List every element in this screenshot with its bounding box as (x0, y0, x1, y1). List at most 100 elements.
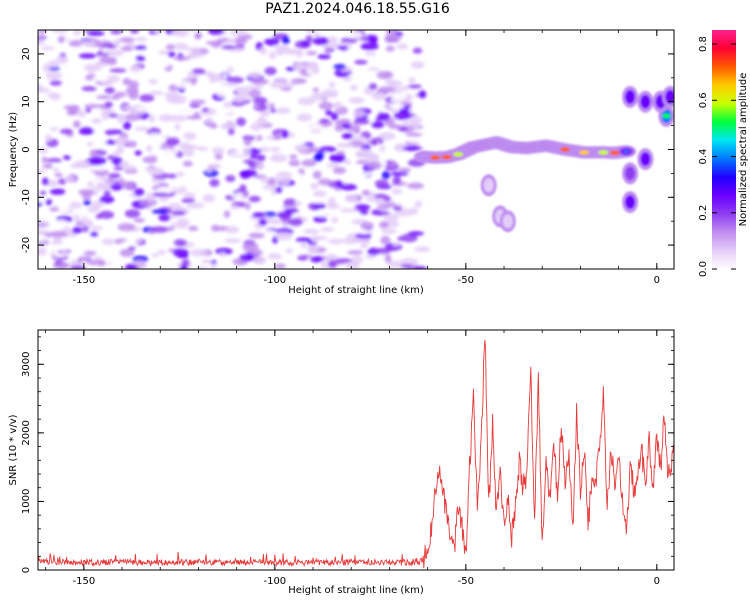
noise-blob (359, 244, 369, 249)
noise-blob (256, 162, 265, 171)
noise-blob (234, 211, 242, 218)
noise-blob (158, 50, 172, 55)
noise-blob (262, 184, 277, 190)
noise-blob (350, 84, 358, 91)
noise-blob (89, 231, 99, 238)
noise-blob (268, 51, 277, 60)
noise-blob (259, 177, 270, 183)
noise-blob (190, 249, 208, 257)
noise-blob (351, 135, 367, 141)
noise-blob (173, 239, 187, 247)
noise-blob (392, 206, 403, 211)
noise-blob (100, 55, 109, 64)
noise-blob (183, 175, 198, 184)
noise-blob (197, 219, 206, 229)
noise-blob (275, 107, 291, 114)
noise-blob (289, 154, 298, 159)
noise-blob (379, 145, 386, 152)
noise-blob (135, 36, 147, 42)
y-tick-label: 2000 (21, 420, 32, 445)
noise-blob (173, 56, 192, 61)
noise-blob (393, 197, 410, 206)
noise-blob (161, 153, 177, 162)
noise-blob (136, 247, 145, 252)
noise-blob (318, 101, 334, 110)
noise-blob (103, 139, 116, 146)
noise-blob (276, 48, 284, 56)
noise-blob (275, 263, 286, 269)
noise-blob (45, 117, 63, 123)
noise-blob (339, 208, 358, 213)
noise-blob (49, 127, 59, 132)
noise-blob (246, 84, 264, 90)
noise-blob (165, 44, 175, 51)
colorbar-label: Normalized spectral amplitude (738, 73, 749, 227)
ridge-peak (560, 147, 571, 152)
noise-blob (117, 223, 136, 232)
y-tick-label: 0 (21, 146, 32, 152)
noise-blob (232, 95, 246, 103)
noise-blob (134, 45, 147, 51)
noise-blob (300, 41, 310, 47)
noise-blob (307, 123, 323, 131)
noise-blob (56, 55, 69, 64)
noise-blob (239, 184, 247, 192)
x-tick-label: 0 (654, 576, 660, 587)
noise-blob (171, 210, 186, 216)
noise-blob (220, 122, 238, 130)
spot-core (625, 89, 636, 104)
noise-blob (42, 63, 51, 73)
noise-blob (249, 123, 263, 131)
noise-blob (91, 118, 102, 124)
noise-blob (51, 30, 69, 34)
noise-blob (157, 79, 171, 89)
noise-blob (341, 123, 351, 129)
noise-blob (407, 182, 424, 190)
noise-blob (90, 164, 108, 171)
colorbar-tick-label: 0.2 (698, 205, 709, 221)
noise-blob (354, 59, 368, 65)
noise-blob (307, 244, 320, 254)
noise-blob (148, 78, 159, 85)
ridge-peak (579, 150, 590, 155)
noise-blob (147, 167, 165, 176)
noise-blob (106, 57, 117, 66)
noise-blob (345, 225, 360, 233)
noise-blob (290, 78, 307, 85)
noise-blob (244, 202, 251, 210)
noise-blob (330, 112, 339, 121)
noise-blob (303, 228, 320, 235)
noise-blob (229, 150, 245, 156)
noise-blob (171, 114, 187, 122)
noise-blob (103, 190, 111, 197)
noise-blob (161, 149, 179, 156)
noise-blob (381, 171, 391, 180)
noise-blob (318, 178, 332, 186)
noise-blob (223, 210, 231, 219)
colorbar-ticks: 0.0 0.2 0.4 0.6 0.8 (698, 36, 736, 277)
noise-blob (108, 173, 121, 179)
noise-blob (191, 68, 206, 75)
noise-blob (378, 112, 391, 121)
noise-blob (45, 198, 52, 206)
noise-blob (116, 113, 126, 122)
snr-xlabel: Height of straight line (km) (288, 585, 424, 596)
noise-blob (412, 71, 429, 79)
noise-blob (122, 77, 132, 86)
noise-blob (407, 84, 422, 89)
x-tick-label: -50 (458, 275, 474, 286)
noise-blob (355, 148, 373, 157)
noise-blob (186, 202, 205, 209)
y-tick-label: -10 (21, 189, 32, 205)
noise-blob (91, 76, 110, 82)
noise-blob (388, 123, 402, 130)
noise-blob (228, 128, 235, 136)
noise-blob (71, 226, 82, 234)
noise-blob (251, 78, 269, 85)
noise-blob (277, 72, 294, 80)
noise-blob (135, 239, 142, 244)
noise-blob (345, 261, 360, 269)
noise-blob (258, 218, 268, 226)
noise-blob (235, 140, 244, 146)
